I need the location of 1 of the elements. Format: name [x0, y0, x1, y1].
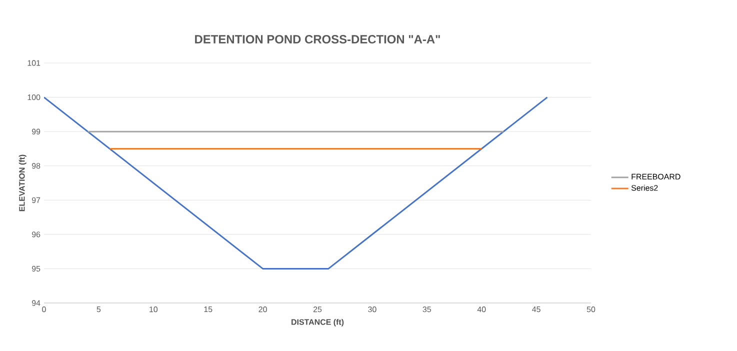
chart-title: DETENTION POND CROSS-DECTION "A-A" — [195, 35, 440, 44]
